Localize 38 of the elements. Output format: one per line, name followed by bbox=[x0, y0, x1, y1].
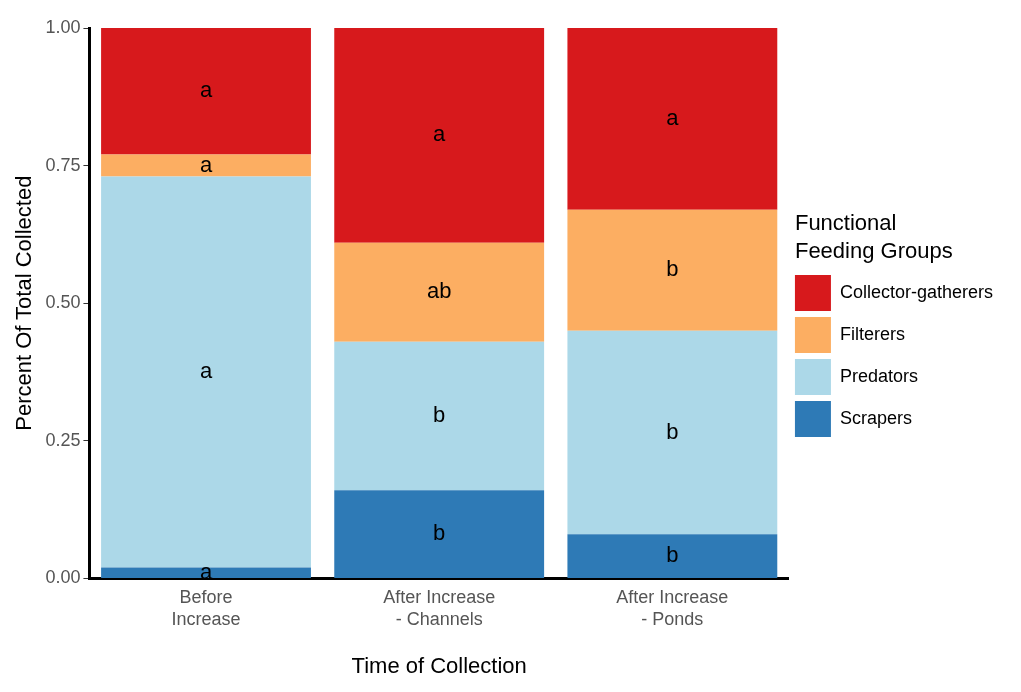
y-tick-label: 0.00 bbox=[45, 567, 81, 588]
bar bbox=[567, 534, 778, 578]
bar bbox=[567, 330, 778, 535]
data-label: b bbox=[666, 418, 679, 444]
x-tick-label: Before Increase bbox=[171, 587, 241, 629]
data-label: b bbox=[433, 402, 446, 428]
data-label: a bbox=[199, 77, 213, 103]
data-label: a bbox=[199, 151, 213, 177]
bar bbox=[101, 28, 311, 155]
x-axis-title: Time of Collection bbox=[351, 652, 527, 678]
legend-title: Functional Feeding Groups bbox=[794, 210, 953, 264]
data-label: a bbox=[433, 121, 447, 147]
legend-label: Scrapers bbox=[839, 407, 912, 428]
bar bbox=[334, 242, 545, 342]
data-label: b bbox=[433, 520, 446, 546]
y-tick-label: 1.00 bbox=[45, 16, 81, 37]
bar bbox=[101, 567, 311, 578]
y-axis-title: Percent Of Total Collected bbox=[11, 175, 37, 431]
y-tick-label: 0.25 bbox=[45, 429, 81, 450]
data-label: a bbox=[199, 358, 213, 384]
data-label: b bbox=[666, 256, 679, 282]
bar bbox=[567, 28, 778, 210]
bar bbox=[567, 209, 778, 331]
data-label: ab bbox=[426, 278, 452, 304]
bar bbox=[334, 28, 545, 243]
y-tick-label: 0.50 bbox=[45, 292, 81, 313]
bar bbox=[334, 490, 545, 578]
legend-label: Predators bbox=[839, 365, 918, 386]
bar bbox=[101, 176, 311, 568]
data-label: a bbox=[666, 104, 680, 130]
bar bbox=[101, 154, 311, 177]
y-tick-label: 0.75 bbox=[45, 154, 81, 175]
x-tick-label: After Increase - Channels bbox=[383, 587, 496, 629]
legend-label: Filterers bbox=[839, 323, 905, 344]
data-label: b bbox=[666, 542, 679, 568]
x-tick-label: After Increase - Ponds bbox=[616, 587, 729, 629]
legend-label: Collector-gatherers bbox=[839, 281, 993, 302]
bar bbox=[334, 341, 545, 491]
